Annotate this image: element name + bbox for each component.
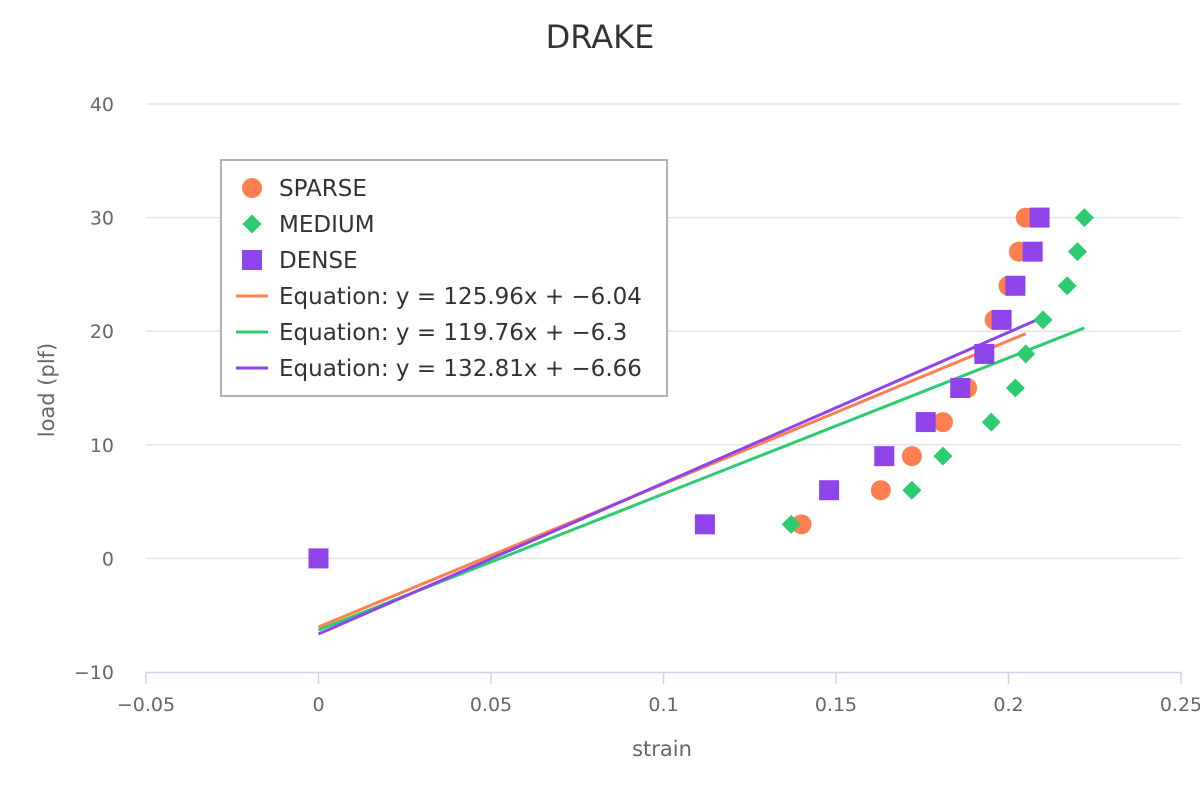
legend-box bbox=[220, 159, 668, 397]
y-tick-label: 10 bbox=[90, 435, 114, 457]
data-point-medium bbox=[1068, 242, 1087, 262]
data-point-dense bbox=[915, 412, 936, 433]
data-point-sparse bbox=[791, 514, 812, 535]
legend-marker-dense bbox=[242, 250, 262, 270]
legend-label: Equation: y = 125.96x + −6.04 bbox=[279, 284, 642, 310]
legend-label: Equation: y = 119.76x + −6.3 bbox=[279, 320, 627, 346]
x-tick-label: −0.05 bbox=[117, 694, 175, 716]
x-tick-label: 0.05 bbox=[470, 694, 512, 716]
data-point-medium bbox=[781, 514, 801, 534]
y-tick-label: 40 bbox=[90, 94, 114, 116]
data-point-medium bbox=[1057, 276, 1077, 296]
y-tick-label: −10 bbox=[74, 662, 114, 684]
data-point-dense bbox=[1022, 241, 1043, 262]
data-point-sparse bbox=[932, 412, 953, 433]
x-tick-label: 0 bbox=[312, 694, 324, 716]
data-point-dense bbox=[308, 548, 329, 569]
data-points bbox=[308, 207, 1094, 569]
data-point-dense bbox=[991, 309, 1012, 330]
data-point-medium bbox=[902, 480, 922, 500]
x-tick-label: 0.1 bbox=[648, 694, 678, 716]
data-point-medium bbox=[1074, 208, 1094, 228]
data-point-medium bbox=[981, 412, 1001, 432]
data-point-medium bbox=[1016, 344, 1036, 364]
data-point-dense bbox=[1029, 207, 1050, 228]
legend-marker-sparse bbox=[242, 178, 262, 198]
data-point-sparse bbox=[870, 480, 891, 501]
y-tick-label: 20 bbox=[90, 321, 114, 343]
legend-label: MEDIUM bbox=[279, 212, 375, 238]
data-point-sparse bbox=[901, 446, 922, 467]
x-tick-label: 0.25 bbox=[1160, 694, 1200, 716]
legend[interactable]: SPARSE MEDIUM DENSE Equation: y = 125.96x +… bbox=[220, 159, 668, 397]
x-tick-label: 0.2 bbox=[993, 694, 1023, 716]
data-point-dense bbox=[819, 480, 840, 501]
data-point-medium bbox=[1005, 378, 1025, 398]
data-point-dense bbox=[974, 343, 995, 364]
data-point-medium bbox=[933, 446, 953, 466]
legend-label: SPARSE bbox=[279, 176, 367, 202]
legend-marker-medium bbox=[242, 214, 262, 234]
data-point-dense bbox=[1005, 275, 1026, 296]
data-point-dense bbox=[950, 378, 971, 398]
data-point-dense bbox=[874, 446, 895, 467]
trendline bbox=[317, 317, 1041, 636]
x-axis-label: strain bbox=[632, 737, 692, 761]
x-axis-ticks: −0.05 0 0.05 0.1 0.15 0.2 0.25 bbox=[117, 672, 1200, 716]
data-point-medium bbox=[1033, 310, 1053, 330]
x-tick-label: 0.15 bbox=[815, 694, 857, 716]
legend-label: Equation: y = 132.81x + −6.66 bbox=[279, 356, 642, 382]
legend-label: DENSE bbox=[279, 248, 358, 274]
chart-title: DRAKE bbox=[546, 18, 655, 56]
data-point-dense bbox=[694, 514, 715, 535]
y-tick-label: 30 bbox=[90, 208, 114, 230]
y-tick-label: 0 bbox=[102, 548, 114, 570]
y-axis-label: load (plf) bbox=[35, 343, 59, 438]
y-axis-ticks: −10 0 10 20 30 40 bbox=[74, 94, 114, 684]
